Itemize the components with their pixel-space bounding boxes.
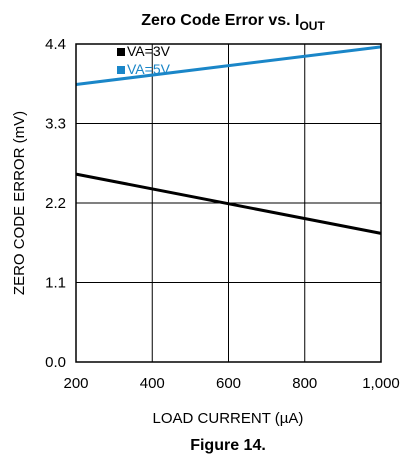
legend-swatch-0: [117, 48, 125, 56]
x-tick-label: 200: [63, 375, 88, 392]
x-tick-label: 400: [140, 375, 165, 392]
y-tick-labels: 0.0 1.1 2.2 3.3 4.4: [45, 36, 66, 371]
figure-caption: Figure 14.: [190, 437, 266, 454]
x-tick-labels: 200 400 600 800 1,000: [63, 375, 399, 392]
y-tick-label: 1.1: [45, 275, 66, 292]
chart-title: Zero Code Error vs. IOUT: [141, 12, 325, 33]
x-tick-label: 1,000: [362, 375, 400, 392]
x-axis-label: LOAD CURRENT (µA): [153, 410, 304, 427]
series-line-va-5v: [75, 45, 382, 86]
legend-label-1: VA=5V: [127, 61, 171, 77]
x-tick-label: 600: [216, 375, 241, 392]
x-tick-label: 800: [292, 375, 317, 392]
plot-frame: [75, 43, 382, 363]
legend-label-0: VA=3V: [127, 43, 171, 59]
y-tick-label: 2.2: [45, 195, 66, 212]
series-lines: [75, 45, 382, 235]
series-line-va-3v: [75, 172, 382, 235]
legend-swatch-1: [117, 66, 125, 74]
y-tick-label: 0.0: [45, 354, 66, 371]
y-tick-label: 3.3: [45, 116, 66, 133]
legend: VA=3V VA=5V: [117, 43, 171, 77]
y-axis-label: ZERO CODE ERROR (mV): [11, 111, 28, 295]
y-tick-label: 4.4: [45, 36, 66, 53]
